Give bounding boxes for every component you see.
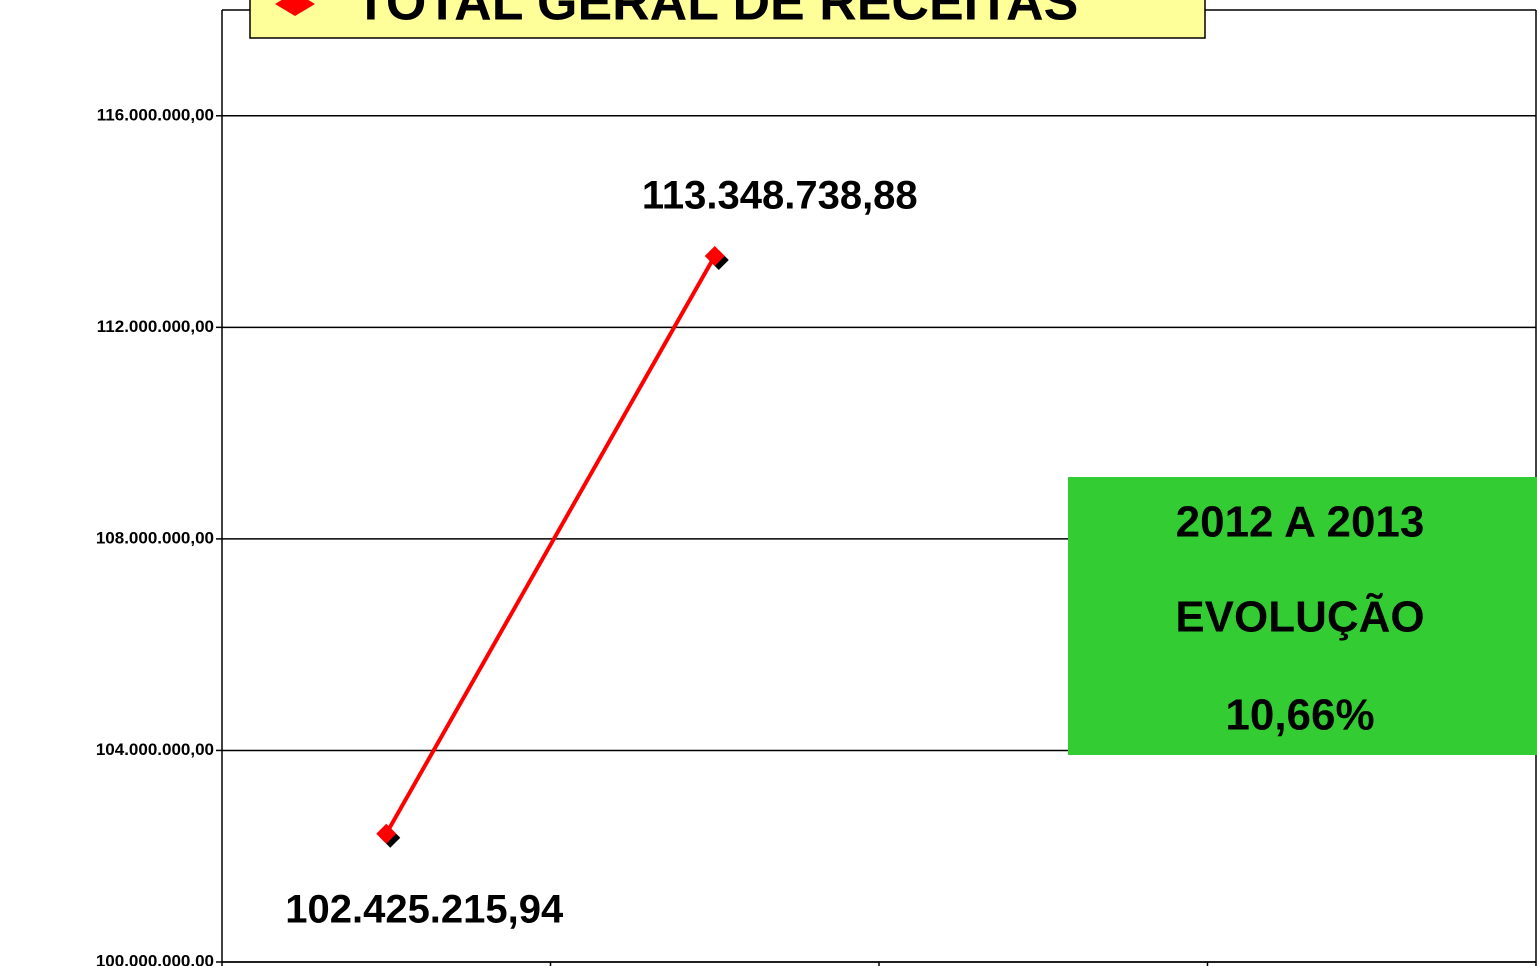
legend-box xyxy=(249,0,1206,39)
y-tick-label: 108.000.000,00 xyxy=(96,528,214,547)
y-tick-label: 100.000.000,00 xyxy=(96,951,214,966)
series-line xyxy=(384,255,717,835)
legend-marker xyxy=(275,0,315,16)
y-tick-label: 112.000.000,00 xyxy=(97,317,214,336)
marker xyxy=(704,246,725,267)
y-tick-label: 104.000.000,00 xyxy=(96,740,214,759)
data-label: 113.348.738,88 xyxy=(642,174,918,218)
legend-label: TOTAL GERAL DE RECEITAS xyxy=(355,0,1078,32)
data-label: 102.425.215,94 xyxy=(285,887,564,931)
annotation-text: 2012 A 2013 xyxy=(1176,498,1425,547)
y-tick-label: 116.000.000,00 xyxy=(97,105,214,124)
annotation-text: 10,66% xyxy=(1225,691,1374,740)
annotation-text: EVOLUÇÃO xyxy=(1175,592,1424,642)
marker xyxy=(376,823,397,844)
annotation-box xyxy=(1068,477,1537,755)
